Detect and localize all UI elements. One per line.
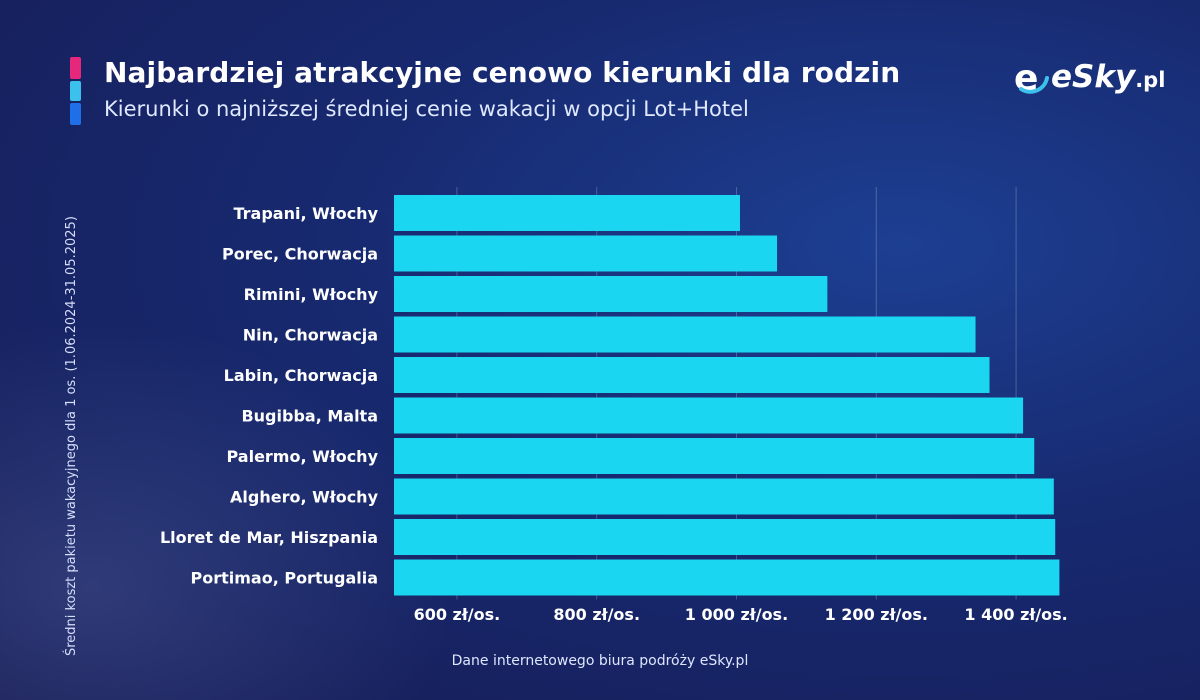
- bar-7: [394, 478, 1054, 515]
- bar-4: [394, 357, 990, 393]
- category-label-7: Alghero, Włochy: [230, 488, 379, 507]
- logo-name: eSky: [1051, 59, 1136, 95]
- bar-1: [394, 235, 778, 272]
- accent-bar-pink: [70, 57, 81, 79]
- category-label-6: Palermo, Włochy: [226, 447, 378, 466]
- category-label-9: Portimao, Portugalia: [190, 569, 378, 588]
- bar-2: [394, 276, 828, 312]
- category-label-5: Bugibba, Malta: [241, 407, 378, 426]
- esky-logo: e eSky.pl: [1008, 54, 1165, 100]
- tick-label-3: 1 200 zł/os.: [825, 605, 928, 624]
- chart-title: Najbardziej atrakcyjne cenowo kierunki d…: [104, 56, 901, 89]
- category-label-2: Rimini, Włochy: [244, 285, 379, 304]
- category-label-3: Nin, Chorwacja: [243, 326, 378, 345]
- category-label-8: Lloret de Mar, Hiszpania: [160, 528, 378, 547]
- accent-bar-cyan: [70, 81, 81, 101]
- tick-label-4: 1 400 zł/os.: [964, 605, 1067, 624]
- tick-label-0: 600 zł/os.: [414, 605, 501, 624]
- source-footer: Dane internetowego biura podróży eSky.pl: [451, 653, 749, 669]
- chart-subtitle: Kierunki o najniższej średniej cenie wak…: [104, 97, 749, 121]
- esky-logo-icon: e: [1014, 58, 1049, 98]
- category-label-4: Labin, Chorwacja: [224, 366, 378, 385]
- logo-suffix: .pl: [1135, 68, 1166, 92]
- background-glow: [0, 320, 460, 700]
- category-label-0: Trapani, Włochy: [234, 204, 379, 223]
- bar-5: [394, 397, 1024, 434]
- tick-label-1: 800 zł/os.: [553, 605, 640, 624]
- category-label-1: Porec, Chorwacja: [222, 245, 378, 264]
- tick-label-2: 1 000 zł/os.: [685, 605, 788, 624]
- bar-0: [394, 195, 740, 231]
- bar-9: [394, 559, 1060, 596]
- accent-bar-blue: [70, 103, 81, 125]
- bar-6: [394, 438, 1035, 474]
- bar-8: [394, 519, 1056, 555]
- bar-3: [394, 316, 976, 353]
